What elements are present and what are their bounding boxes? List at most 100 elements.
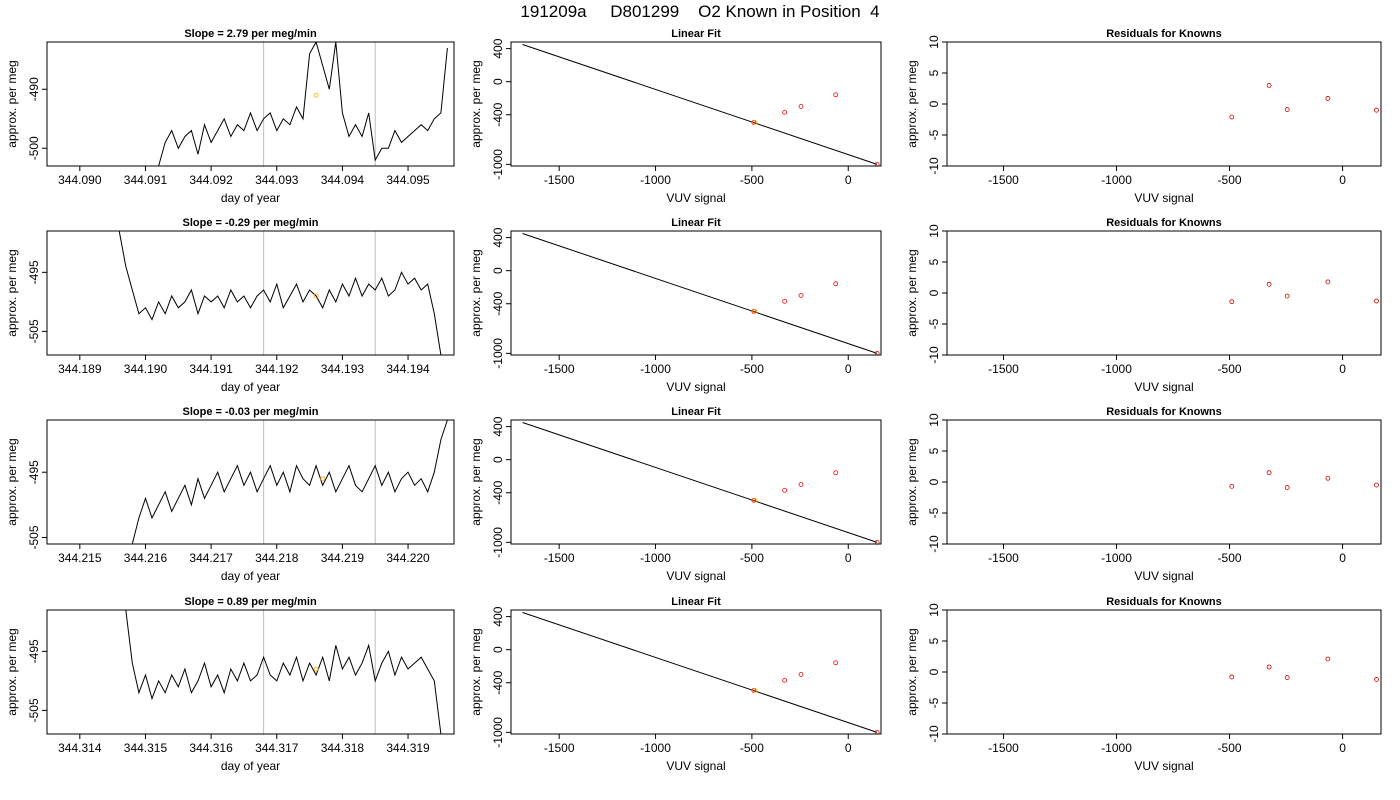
panel-2-2-point-2 <box>782 298 788 304</box>
panel-2-1-xtick-label-1: 344.189 <box>58 362 102 376</box>
panel-3-2-xlabel: VUV signal <box>666 569 725 583</box>
panel-1-1-xtick-label-1: 344.090 <box>58 173 102 187</box>
panel-4-3-point-3 <box>1284 675 1290 680</box>
panel-2-3-frame <box>946 230 1382 356</box>
panel-1-1-series-line <box>158 42 448 166</box>
panel-3-3-point-3 <box>1284 485 1290 490</box>
panel-2-1-frame <box>46 230 455 356</box>
panel-3-1-xtick-label-2: 344.216 <box>124 551 168 565</box>
panel-3-3-xtick-label-1: -1500 <box>988 551 1019 565</box>
panel-4-2-ylabel: approx. per meg <box>469 628 483 715</box>
panel-4-3-point-4 <box>1325 656 1331 662</box>
panel-2-1-xtick-label-3: 344.191 <box>189 362 233 376</box>
panel-2-3-point-4 <box>1325 279 1331 285</box>
panel-2-1-xtick-label-2: 344.190 <box>124 362 168 376</box>
panel-4-2-xlabel: VUV signal <box>666 759 725 773</box>
panel-4-1-xtick-label-3: 344.316 <box>189 741 233 755</box>
panel-1-2-sample-point <box>752 119 758 125</box>
panel-1-2-fit-line <box>522 44 878 165</box>
panel-3-1-xtick-label-5: 344.219 <box>321 551 365 565</box>
panel-4-3-xtick-label-2: -1000 <box>1101 741 1132 755</box>
panel-2-2-point-3 <box>798 293 804 298</box>
panel-4-3-ylabel: approx. per meg <box>905 628 919 715</box>
panel-3-3-frame <box>946 419 1382 545</box>
panel-2-2-ytick-label-1: 400 <box>491 227 505 247</box>
panel-2-1-xlabel: day of year <box>221 380 280 394</box>
panel-4-1-xtick-label-1: 344.314 <box>58 741 102 755</box>
panel-3-2-point-4 <box>833 470 839 476</box>
panel-1-3-ytick-label-1: 10 <box>927 35 941 49</box>
panel-3-1-title: Slope = -0.03 per meg/min <box>182 406 318 418</box>
panel-2-2-xlabel: VUV signal <box>666 380 725 394</box>
panel-3-3-xlabel: VUV signal <box>1134 569 1193 583</box>
panel-3-2-fit-line <box>522 422 878 543</box>
panel-2-3-xtick-label-3: -500 <box>1218 362 1242 376</box>
panel-4-1-frame <box>46 609 455 735</box>
panel-3-2-xtick-label-1: -1500 <box>544 551 575 565</box>
panel-1-1-xtick-label-6: 344.095 <box>386 173 430 187</box>
panel-1-3-xtick-label-2: -1000 <box>1101 173 1132 187</box>
panel-3-2-ylabel: approx. per meg <box>469 438 483 525</box>
panel-4-3-frame <box>946 609 1382 735</box>
panel-1-3-xtick-label-3: -500 <box>1218 173 1242 187</box>
panel-4-1-ytick-label-2: -505 <box>27 698 41 722</box>
panel-1-1-sample-point <box>313 92 319 98</box>
panel-1-2-point-2 <box>782 109 788 115</box>
panel-1-1-ylabel: approx. per meg <box>5 60 19 147</box>
panel-3-3-ytick-label-4: -5 <box>927 507 941 518</box>
panel-4-2-ytick-label-4: -1000 <box>491 717 505 748</box>
panel-4-3-ytick-label-5: -10 <box>927 725 941 743</box>
panel-4-3-ytick-label-2: 5 <box>927 637 941 644</box>
panel-1-3-xlabel: VUV signal <box>1134 191 1193 205</box>
panel-4-2-fit-line <box>522 612 878 733</box>
panel-4-3-xtick-label-1: -1500 <box>988 741 1019 755</box>
panel-1-3-xtick-label-4: 0 <box>1339 173 1346 187</box>
panel-1-2-xtick-label-4: 0 <box>845 173 852 187</box>
panel-3-3-title: Residuals for Knowns <box>1106 406 1222 418</box>
panel-1-1-ytick-label-1: -490 <box>27 77 41 101</box>
panel-3-3-ytick-label-1: 10 <box>927 413 941 427</box>
panel-2-3-point-2 <box>1266 281 1272 287</box>
panel-2-3-xtick-label-1: -1500 <box>988 362 1019 376</box>
panel-2-1-series-line <box>118 231 442 355</box>
panel-2-3-ytick-label-2: 5 <box>927 258 941 265</box>
panel-2-2-title: Linear Fit <box>671 217 721 229</box>
panel-1-2-frame <box>510 41 882 167</box>
panel-1-2-ytick-label-4: -1000 <box>491 149 505 180</box>
panel-1-3-point-1 <box>1229 114 1235 120</box>
panel-1-2-point-4 <box>833 92 839 98</box>
panel-2-1-xtick-label-5: 344.193 <box>321 362 365 376</box>
panel-3-3-point-1 <box>1229 483 1235 489</box>
panel-1-3-xtick-label-1: -1500 <box>988 173 1019 187</box>
panel-2-1-ytick-label-2: -505 <box>27 319 41 343</box>
panel-1-2-title: Linear Fit <box>671 28 721 40</box>
panel-4-2-sample-point <box>752 687 758 693</box>
panel-1-1-xtick-label-2: 344.091 <box>124 173 168 187</box>
panel-4-3-xlabel: VUV signal <box>1134 759 1193 773</box>
panel-4-1-xtick-label-4: 344.317 <box>255 741 299 755</box>
panel-2-3-point-1 <box>1229 299 1235 305</box>
panel-2-3-xtick-label-2: -1000 <box>1101 362 1132 376</box>
panel-4-1-sample-point <box>313 666 319 672</box>
panel-4-3-point-5 <box>1374 677 1379 682</box>
panel-2-3-ytick-label-1: 10 <box>927 224 941 238</box>
panel-3-1-ytick-label-2: -505 <box>27 525 41 549</box>
panel-1-2-xtick-label-1: -1500 <box>544 173 575 187</box>
panel-4-3-ytick-label-1: 10 <box>927 603 941 617</box>
panel-2-1-sample-point <box>313 293 319 299</box>
panel-4-2-point-4 <box>833 660 839 666</box>
panel-4-1-xtick-label-6: 344.319 <box>386 741 430 755</box>
panel-1-3-ytick-label-5: -10 <box>927 157 941 175</box>
panel-1-2-xtick-label-3: -500 <box>740 173 764 187</box>
panel-1-2-ylabel: approx. per meg <box>469 60 483 147</box>
panel-3-3-ytick-label-3: 0 <box>927 478 941 485</box>
panel-4-1-ylabel: approx. per meg <box>5 628 19 715</box>
panel-4-3-ytick-label-4: -5 <box>927 697 941 708</box>
panel-3-2-point-3 <box>798 482 804 487</box>
panel-4-3-title: Residuals for Knowns <box>1106 596 1222 608</box>
panel-1-1-frame <box>46 41 455 167</box>
panel-3-1-ylabel: approx. per meg <box>5 438 19 525</box>
panel-2-3-ytick-label-3: 0 <box>927 289 941 296</box>
panel-1-1-ytick-label-2: -500 <box>27 136 41 160</box>
panel-1-1-xlabel: day of year <box>221 191 280 205</box>
